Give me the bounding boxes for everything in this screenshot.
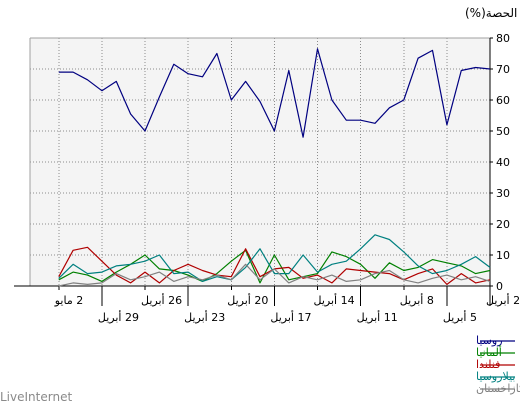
x-tick-label: 17 أبريل — [270, 310, 311, 324]
x-tick-label: 26 أبريل — [141, 293, 182, 307]
y-tick-label: 10 — [496, 249, 510, 262]
y-axis-label: الحصة(%) — [465, 6, 517, 20]
x-tick-label: 20 أبريل — [227, 293, 268, 307]
y-tick-label: 20 — [496, 218, 510, 231]
series-line-1 — [58, 48, 491, 138]
y-tick-label: 60 — [496, 94, 510, 107]
legend-label: بيلاروسيا — [476, 370, 515, 383]
y-tick-label: 70 — [496, 63, 510, 76]
x-tick-label: 8 أبريل — [400, 293, 434, 307]
x-tick-label: 11 أبريل — [357, 310, 398, 324]
x-tick-label: 5 أبريل — [443, 310, 477, 324]
legend-label: فنلندا — [476, 358, 500, 371]
plot-background — [30, 38, 490, 286]
y-tick-label: 40 — [496, 156, 510, 169]
legend-label: ألمانيا — [476, 345, 502, 359]
legend-label: روسيا — [476, 334, 503, 347]
series-line-5 — [58, 263, 491, 287]
legend-label: كازاخستان — [476, 382, 520, 395]
y-tick-label: 0 — [496, 280, 503, 293]
x-tick-label: 2 أبريل — [486, 293, 520, 307]
y-tick-label: 80 — [496, 32, 510, 45]
x-tick-label: 2 مايو — [54, 294, 83, 307]
x-tick-label: 14 أبريل — [314, 293, 355, 307]
x-tick-label: 29 أبريل — [98, 310, 139, 324]
y-tick-label: 30 — [496, 187, 510, 200]
series-line-4 — [58, 234, 491, 282]
x-tick-label: 23 أبريل — [184, 310, 225, 324]
footer-brand: LiveInternet — [0, 390, 72, 404]
y-tick-label: 50 — [496, 125, 510, 138]
